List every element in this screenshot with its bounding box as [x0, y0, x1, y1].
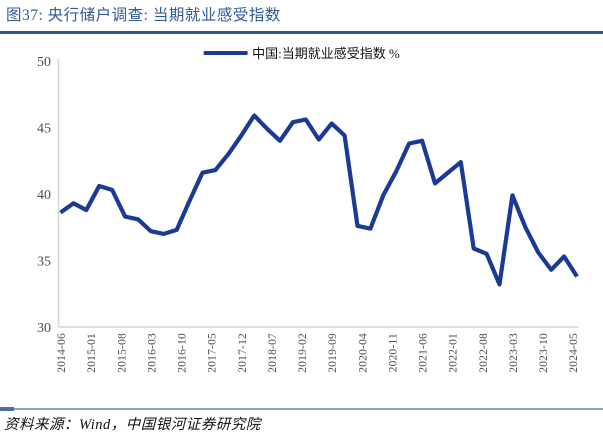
legend-label: 中国:当期就业感受指数 %: [252, 46, 400, 61]
x-tick-label: 2023-10: [538, 333, 550, 373]
x-tick-label: 2020-11: [387, 333, 399, 372]
y-tick-label: 45: [37, 122, 51, 137]
x-tick-label: 2018-07: [267, 333, 279, 373]
x-tick-label: 2023-03: [508, 333, 520, 373]
x-tick-label: 2015-01: [86, 333, 98, 373]
x-tick-label: 2019-02: [297, 333, 309, 373]
x-tick-label: 2017-05: [207, 333, 219, 373]
x-tick-label: 2016-03: [146, 333, 158, 373]
y-tick-label: 50: [37, 55, 51, 70]
y-tick-label: 40: [37, 188, 51, 203]
source-note: 资料来源：Wind，中国银河证券研究院: [4, 417, 261, 433]
y-tick-label: 35: [37, 255, 51, 270]
x-tick-label: 2020-04: [357, 333, 369, 373]
footer-rule: [0, 408, 603, 410]
x-tick-label: 2022-08: [478, 333, 490, 373]
x-tick-label: 2021-06: [418, 333, 430, 373]
x-tick-label: 2019-09: [327, 333, 339, 373]
x-tick-label: 2016-10: [177, 333, 189, 373]
employment-index-line: [59, 113, 579, 287]
x-tick-label: 2015-08: [116, 333, 128, 373]
x-tick-label: 2024-05: [568, 333, 580, 373]
chart-legend: 中国:当期就业感受指数 %: [203, 43, 400, 62]
x-tick-label: 2017-12: [237, 333, 249, 373]
title-rule: [0, 31, 603, 34]
legend-line-swatch: [203, 50, 248, 55]
x-tick-label: 2022-01: [448, 333, 460, 373]
footer-rule-accent: [0, 406, 14, 411]
y-tick-label: 30: [37, 321, 51, 336]
x-tick-label: 2014-06: [56, 333, 68, 373]
figure-title: 图37: 央行储户调查: 当期就业感受指数: [6, 7, 281, 24]
